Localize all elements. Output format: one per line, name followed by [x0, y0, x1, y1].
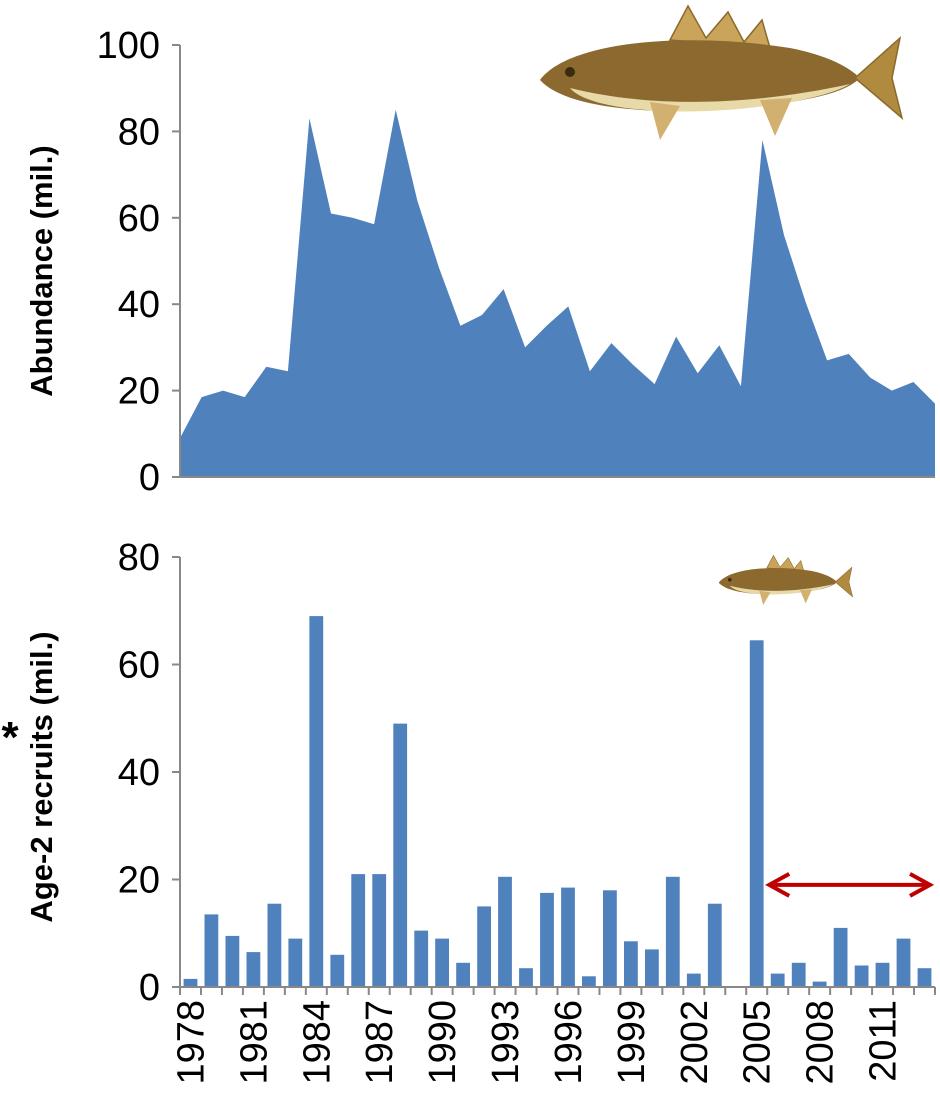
- recruits-bar: [770, 973, 785, 987]
- recruits-bar: [603, 890, 617, 988]
- recruits-bar: [875, 962, 890, 987]
- recruits-x-tick-label: 2002: [674, 1000, 716, 1085]
- recruits-bar: [686, 973, 701, 987]
- recruits-bar: [225, 935, 240, 987]
- period-arrow-left-head: [765, 872, 791, 898]
- recruits-bar: [812, 981, 827, 987]
- fish-pectoral-fin: [650, 102, 680, 140]
- recruits-y-tick-label: 40: [118, 752, 160, 794]
- recruits-bar: [854, 965, 869, 987]
- recruits-bar: [309, 616, 324, 987]
- abundance-y-tick-label: 60: [118, 198, 160, 240]
- recruits-bar: [645, 949, 659, 987]
- recruits-bar: [707, 903, 722, 987]
- recruits-bar: [372, 874, 387, 987]
- recruits-y-axis-label: Age-2 recruits (mil.): [24, 631, 59, 922]
- abundance-y-tick-label: 40: [118, 284, 160, 326]
- recruits-bar: [330, 954, 345, 988]
- recruits-bar: [288, 938, 303, 987]
- fish-tail-fin: [834, 566, 854, 598]
- recruits-bar: [624, 941, 638, 987]
- recruits-bar: [519, 968, 533, 987]
- fish-body: [540, 40, 860, 112]
- fish-anal-fin: [760, 98, 792, 136]
- recruits-bar: [456, 962, 470, 987]
- fish-eye: [727, 577, 732, 582]
- fish-eye: [565, 67, 575, 77]
- recruits-bar: [267, 903, 282, 987]
- recruits-x-tick-label: 1999: [611, 1000, 653, 1085]
- recruits-y-tick-label: 80: [118, 537, 160, 579]
- recruits-bar: [896, 938, 911, 987]
- recruits-bar: [393, 723, 408, 987]
- fish-belly: [570, 84, 850, 112]
- recruits-bar: [204, 914, 219, 987]
- abundance-y-tick-label: 80: [118, 111, 160, 153]
- recruits-bar: [582, 976, 596, 988]
- recruits-bar: [791, 962, 806, 987]
- recruits-bar: [561, 887, 575, 987]
- walleye-fish-icon: [540, 4, 904, 140]
- recruits-x-tick-label: 2008: [800, 1000, 842, 1085]
- recruits-bar: [833, 927, 848, 987]
- abundance-y-tick-label: 20: [118, 371, 160, 413]
- fish-belly: [729, 584, 834, 595]
- recruits-bar: [435, 938, 449, 987]
- recruits-bar: [540, 892, 554, 987]
- recruits-x-tick-label: 1996: [548, 1000, 590, 1085]
- recruits-bar: [749, 640, 764, 987]
- abundance-y-axis-label: Abundance (mil.): [24, 145, 59, 396]
- recruits-x-tick-label: 1993: [485, 1000, 527, 1085]
- abundance-chart: 0 20 40 60 80 100 Abundance (mil.): [24, 4, 935, 499]
- recruits-bar: [183, 978, 198, 987]
- recruits-x-tick-label: 1990: [422, 1000, 464, 1085]
- fish-body: [718, 568, 838, 595]
- recruits-x-tick-label: 2005: [737, 1000, 779, 1085]
- period-arrow-right-head: [909, 872, 935, 898]
- age2-recruits-chart: 0 20 40 60 80 1978 1981 1984 1987 1990 1993 1996 199…: [1, 537, 936, 1085]
- recruits-bar: [917, 968, 932, 987]
- recruits-y-tick-label: 60: [118, 645, 160, 687]
- recruits-x-tick-label: 1987: [359, 1000, 401, 1085]
- recruits-bar: [246, 952, 261, 987]
- recruits-x-tick-label: 1978: [171, 1000, 213, 1085]
- small-walleye-fish-icon: [718, 554, 854, 605]
- abundance-y-tick-label: 0: [139, 457, 160, 499]
- recruits-bar: [665, 876, 680, 987]
- recruits-bar: [477, 906, 491, 987]
- recruits-x-tick-label: 1981: [233, 1000, 275, 1085]
- recruits-y-tick-label: 20: [118, 860, 160, 902]
- recruits-bar: [498, 876, 512, 987]
- recruits-y-axis-marker: *: [1, 713, 19, 762]
- fish-dorsal-fin: [766, 554, 805, 572]
- fish-tail-fin: [853, 35, 904, 121]
- fish-anal-fin: [800, 589, 812, 604]
- fish-pectoral-fin: [759, 590, 771, 605]
- recruits-x-tick-label: 1984: [296, 1000, 338, 1085]
- recruits-bar: [351, 874, 366, 987]
- abundance-y-tick-label: 100: [97, 25, 160, 67]
- recruits-x-tick-label: 2011: [863, 1000, 905, 1082]
- recruits-bar: [414, 930, 429, 987]
- abundance-area: [180, 109, 935, 478]
- recruits-y-tick-label: 0: [139, 967, 160, 1009]
- fish-dorsal-fin: [668, 4, 772, 49]
